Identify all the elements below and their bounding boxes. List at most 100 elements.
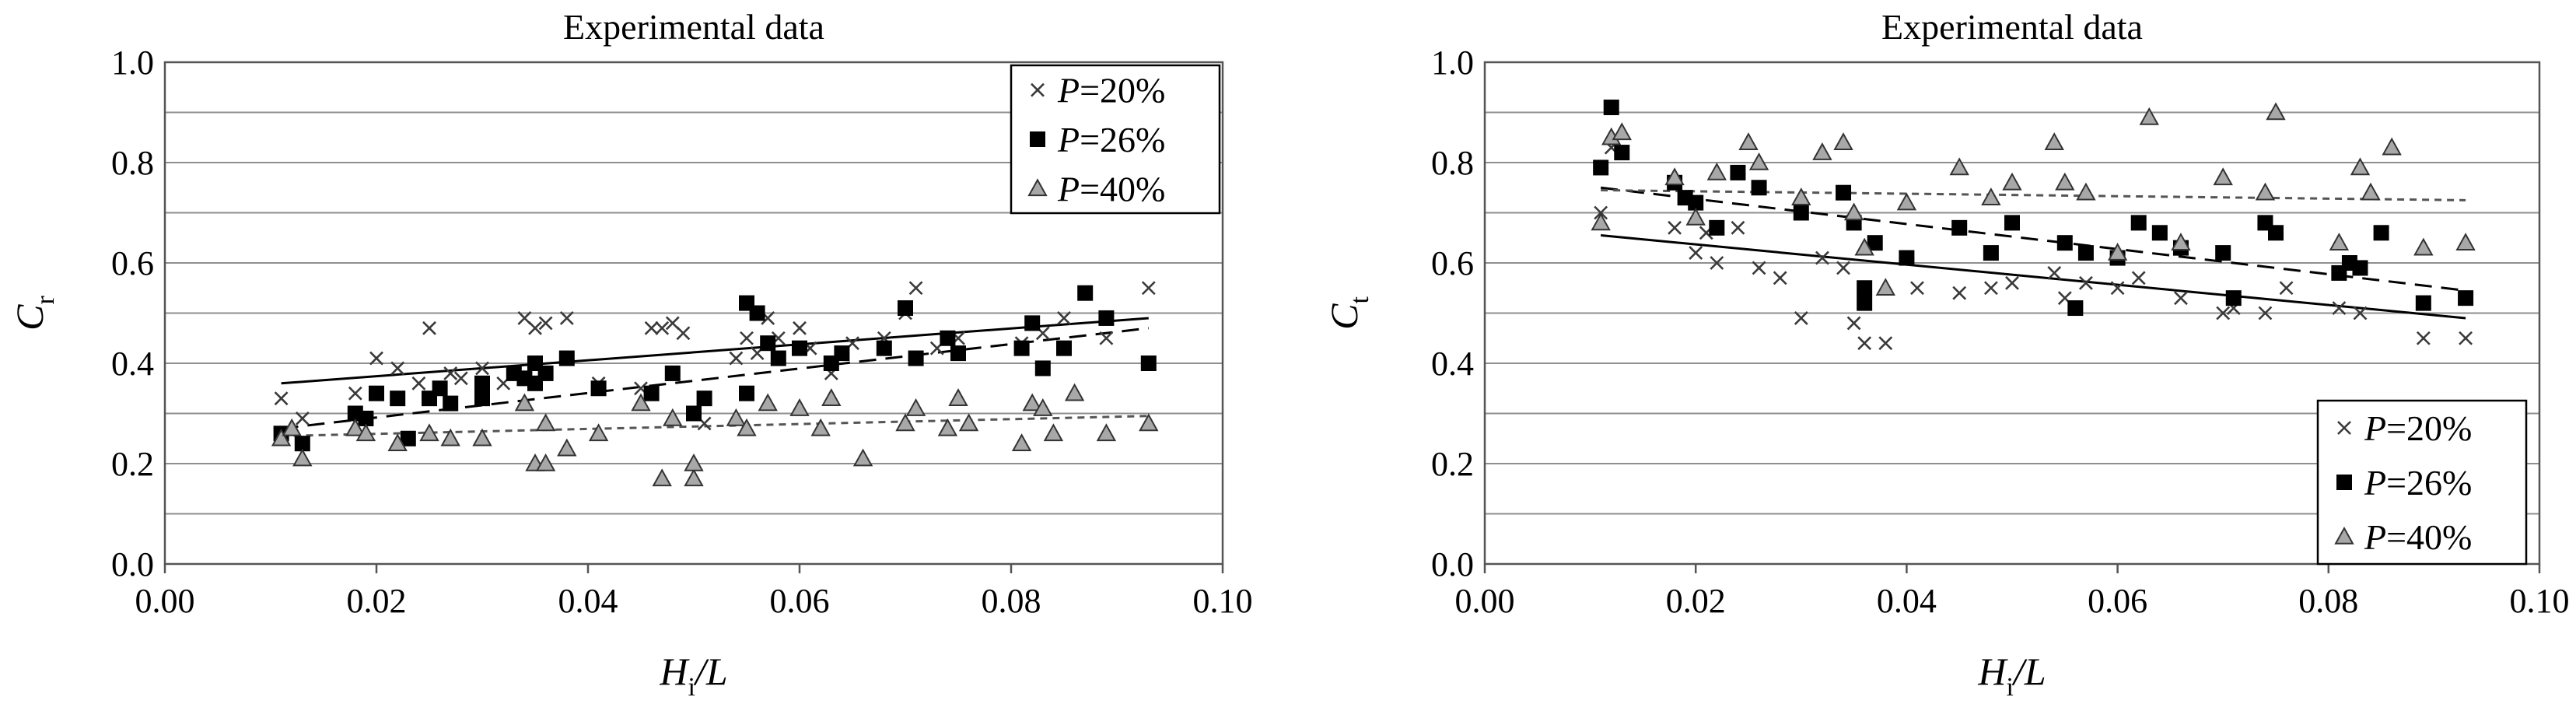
data-point [2107, 243, 2128, 261]
legend-label: P=40% [1057, 169, 1165, 208]
data-point [528, 320, 542, 335]
chart-title: Experimental data [1881, 7, 2143, 47]
data-point [1096, 423, 1117, 442]
x-tick-label: 0.02 [347, 582, 407, 620]
data-point [2373, 225, 2389, 241]
trend-line-series-2 [281, 415, 1149, 438]
data-point [390, 391, 406, 407]
x-axis-label-subscript: i [688, 673, 695, 702]
data-point [2139, 107, 2159, 125]
data-point [472, 428, 492, 447]
x-tick-label: 0.06 [770, 582, 830, 620]
data-point [1951, 219, 1968, 236]
data-point [2266, 102, 2286, 121]
data-point [1815, 250, 1829, 265]
legend-marker [2336, 475, 2352, 490]
y-tick-label: 0.4 [111, 345, 154, 383]
data-point [1730, 164, 1746, 180]
trend-line-series-0 [281, 317, 1149, 385]
data-point [2056, 235, 2073, 251]
data-point [2329, 233, 2350, 250]
data-point [2258, 306, 2273, 320]
data-point [443, 366, 458, 380]
y-tick-label: 0.2 [1431, 445, 1474, 483]
data-point [749, 305, 765, 321]
data-point [1981, 187, 2001, 205]
data-point [1875, 278, 1895, 296]
data-point [1812, 142, 1832, 160]
data-point [2005, 275, 2019, 290]
data-point [2110, 281, 2125, 296]
y-tick-label: 0.6 [111, 244, 154, 282]
data-point [760, 335, 776, 352]
data-point [411, 376, 426, 391]
data-point [588, 423, 609, 442]
data-point [2213, 167, 2233, 186]
data-point [789, 398, 810, 416]
data-point [908, 281, 923, 296]
data-point [294, 436, 310, 452]
y-tick-label: 0.2 [111, 445, 154, 483]
plot-area-border [1483, 61, 2541, 566]
data-point [274, 391, 289, 406]
data-point [940, 330, 956, 346]
data-point [1614, 145, 1630, 161]
data-point [810, 418, 831, 436]
data-point [1952, 285, 1967, 300]
data-point [2353, 306, 2368, 320]
data-point [1836, 184, 1852, 201]
data-point [852, 448, 873, 467]
data-point [2216, 306, 2231, 320]
x-tick-label: 0.00 [1455, 582, 1515, 620]
data-point [1685, 207, 1706, 226]
data-point [2131, 271, 2146, 285]
data-point [1011, 433, 1032, 451]
x-tick-label: 0.08 [2298, 582, 2358, 620]
data-point [644, 320, 659, 335]
data-point [663, 408, 683, 426]
data-point [559, 311, 574, 325]
data-point [770, 350, 786, 366]
data-point [1593, 159, 1609, 176]
data-point [2458, 290, 2474, 306]
legend-box [1010, 64, 1221, 215]
legend-label: P=20% [2364, 408, 2472, 448]
data-point [535, 413, 556, 432]
data-point [2332, 301, 2347, 315]
y-axis-label-subscript: r [31, 295, 60, 304]
data-point [419, 423, 439, 442]
data-point [898, 300, 913, 317]
data-point [474, 391, 490, 407]
data-point [1949, 157, 1969, 176]
data-point [1033, 398, 1053, 416]
data-point [2171, 233, 2191, 250]
data-point [2255, 182, 2276, 201]
data-point [1738, 132, 1759, 150]
x-axis-label-subscript: i [2006, 673, 2013, 702]
data-point [2352, 260, 2368, 276]
data-point [821, 388, 842, 406]
data-point [514, 393, 535, 412]
data-point [295, 412, 310, 426]
data-point [453, 371, 468, 386]
chart-title: Experimental data [563, 7, 824, 47]
data-point [1899, 250, 1915, 266]
data-point [2174, 291, 2188, 306]
data-point [282, 418, 302, 436]
data-point [1064, 383, 1085, 401]
data-point [348, 386, 362, 401]
data-point [1878, 336, 1893, 351]
data-point [1099, 331, 1114, 345]
data-point [422, 320, 436, 335]
plot-area-border [163, 61, 1224, 566]
data-point [726, 408, 747, 426]
data-point [2279, 281, 2294, 296]
series-2-points [271, 383, 1159, 487]
trend-line-series-2 [1601, 188, 2466, 201]
legend-marker [1027, 178, 1048, 197]
data-point [2055, 172, 2075, 191]
data-point [2151, 225, 2168, 241]
data-point [1043, 423, 1064, 442]
x-tick-label: 0.04 [1877, 582, 1937, 620]
data-point [676, 326, 691, 341]
